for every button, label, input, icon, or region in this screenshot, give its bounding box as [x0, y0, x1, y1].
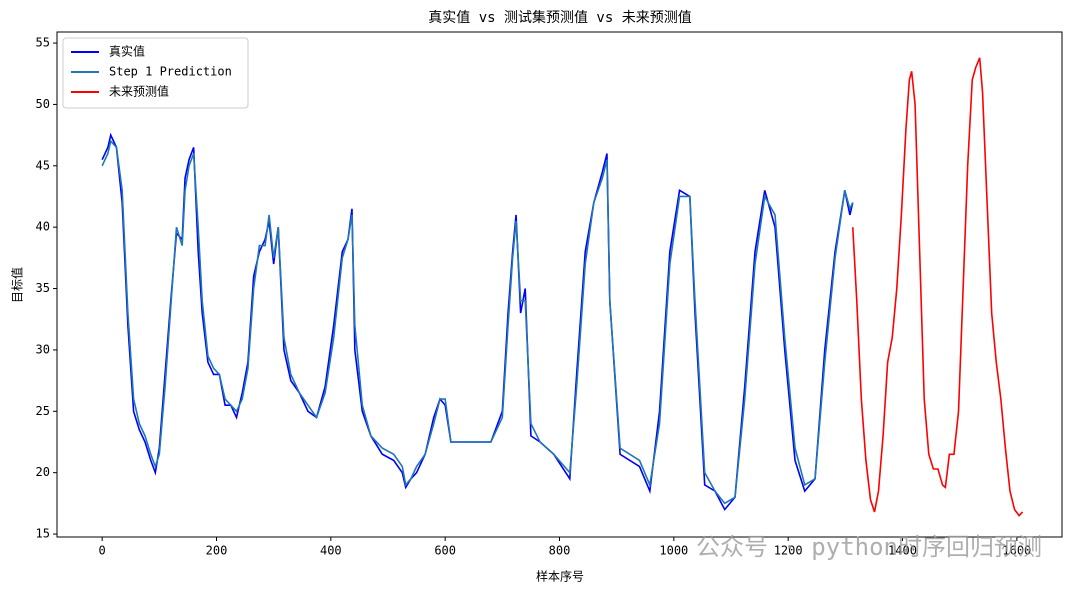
x-tick-label: 1600: [1002, 544, 1031, 558]
legend-label: Step 1 Prediction: [109, 65, 232, 79]
x-tick-label: 600: [434, 544, 456, 558]
y-axis-label: 目标值: [10, 267, 25, 303]
data-line: [851, 57, 1024, 517]
x-tick-label: 1000: [659, 544, 688, 558]
y-tick-label: 35: [36, 281, 50, 295]
y-tick-label: 40: [36, 220, 50, 234]
legend-box: [62, 37, 249, 109]
x-tick-label: 1400: [888, 544, 917, 558]
y-tick-label: 25: [36, 404, 50, 418]
y-tick-label: 20: [36, 465, 50, 479]
data-line: [101, 139, 854, 505]
y-tick-label: 55: [36, 36, 50, 50]
legend-label: 未来预测值: [109, 84, 169, 99]
y-tick-label: 15: [36, 527, 50, 541]
x-axis-label: 样本序号: [536, 569, 584, 584]
watermark: 公众号 · python时序回归预测: [696, 533, 1042, 561]
y-tick-label: 30: [36, 342, 50, 356]
x-tick-label: 0: [99, 544, 106, 558]
x-tick-label: 400: [320, 544, 342, 558]
chart-title: 真实值 vs 测试集预测值 vs 未来预测值: [428, 9, 691, 26]
legend-label: 真实值: [109, 44, 145, 59]
y-tick-label: 45: [36, 158, 50, 172]
x-tick-label: 200: [206, 544, 228, 558]
x-tick-label: 1200: [774, 544, 803, 558]
data-line: [101, 132, 854, 511]
x-tick-label: 800: [549, 544, 571, 558]
y-tick-label: 50: [36, 97, 50, 111]
